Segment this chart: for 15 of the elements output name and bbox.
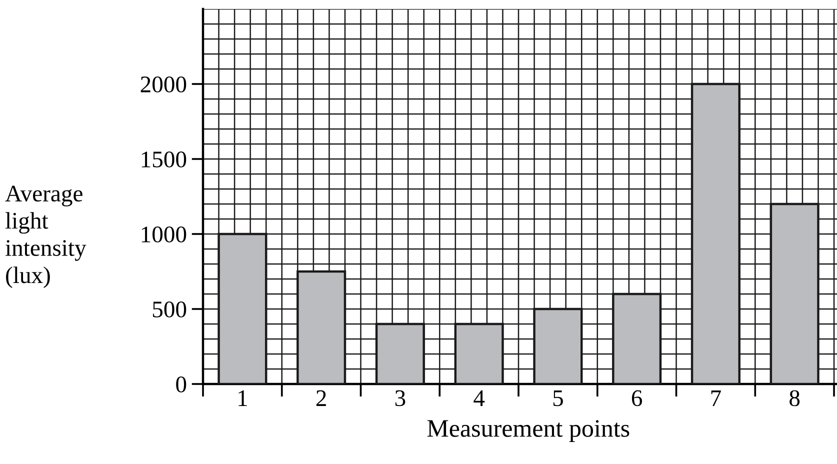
y-tick-label: 0 — [176, 376, 186, 392]
y-tick-label: 1000 — [142, 226, 186, 242]
y-tick-label: 500 — [152, 301, 186, 318]
x-tick-label: 7 — [711, 390, 721, 406]
x-tick-label: 5 — [553, 390, 563, 406]
x-tick-label: 3 — [395, 390, 406, 406]
x-axis-title: Measurement points — [427, 420, 630, 442]
y-axis-title: Average light intensity (lux) — [5, 186, 86, 288]
x-tick-label: 1 — [238, 390, 247, 406]
x-tick-label: 8 — [790, 390, 800, 406]
y-tick-label: 1500 — [142, 151, 186, 168]
x-tick-label: 6 — [632, 390, 642, 406]
x-tick-label: 4 — [474, 390, 485, 406]
y-tick-label: 2000 — [140, 76, 186, 92]
x-tick-label: 2 — [316, 390, 326, 406]
